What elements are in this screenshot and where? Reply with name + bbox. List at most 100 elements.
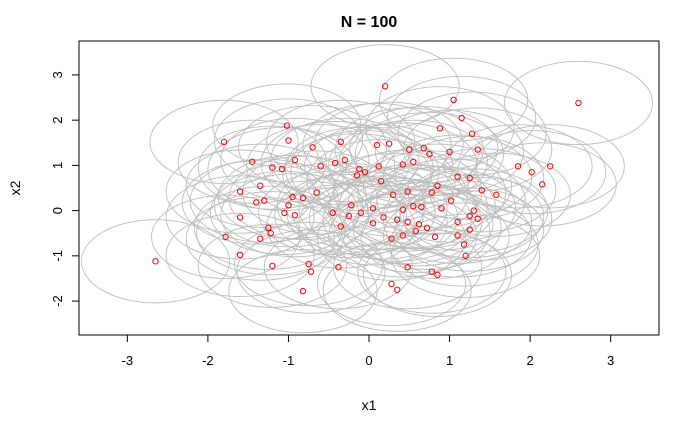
data-point (375, 163, 382, 170)
data-point (454, 173, 461, 180)
data-point (410, 202, 417, 210)
neighborhood-circle (316, 241, 467, 326)
data-point (460, 241, 468, 248)
neighborhood-circle (333, 225, 483, 310)
neighborhood-circle (165, 212, 315, 298)
neighborhood-circle (334, 107, 484, 192)
neighborhood-circle (362, 143, 513, 228)
neighborhood-circle (357, 229, 507, 314)
data-point (575, 99, 582, 107)
neighborhood-circle (290, 130, 440, 215)
neighborhood-circle (344, 182, 494, 267)
neighborhood-circle (258, 170, 408, 255)
data-point (447, 197, 455, 204)
neighborhood-circle (193, 185, 343, 270)
data-point (412, 227, 419, 235)
data-point (309, 144, 316, 151)
x-tick-label: 2 (526, 353, 533, 368)
neighborhood-circle (403, 176, 553, 261)
data-point (462, 252, 469, 260)
neighborhood-circle (443, 124, 593, 209)
data-point (474, 146, 481, 153)
x-tick-label: -3 (122, 353, 134, 368)
data-point (299, 287, 307, 295)
neighborhood-circle (341, 188, 491, 274)
data-point (420, 144, 427, 152)
data-point (377, 178, 385, 185)
neighborhood-circle (196, 191, 346, 276)
data-point (470, 207, 477, 214)
x-axis-label: x1 (362, 397, 377, 413)
neighborhood-circle (391, 213, 541, 298)
data-point (248, 158, 256, 165)
y-tick-label: 2 (50, 117, 65, 124)
neighborhood-circle (383, 193, 533, 278)
data-point (404, 188, 411, 195)
circles-layer (80, 44, 654, 334)
x-tick-label: -2 (202, 353, 214, 368)
data-point (337, 223, 345, 230)
data-point (514, 163, 522, 170)
x-tick-label: 3 (607, 353, 614, 368)
neighborhood-circle (333, 179, 483, 264)
data-point (345, 212, 353, 220)
neighborhood-circle (360, 194, 510, 279)
data-point (236, 251, 244, 259)
data-point (547, 163, 554, 170)
data-point (454, 218, 461, 226)
data-point (426, 150, 433, 158)
x-tick-label: -1 (283, 353, 295, 368)
data-point (278, 165, 286, 173)
data-point (399, 232, 407, 239)
data-point (454, 232, 461, 239)
neighborhood-circle (328, 193, 478, 278)
data-point (373, 141, 381, 149)
data-point (257, 182, 264, 189)
data-point (423, 224, 431, 232)
data-point (291, 156, 299, 164)
data-point (220, 138, 228, 146)
chart-title: N = 100 (341, 14, 398, 31)
data-point (269, 164, 276, 171)
data-point (415, 220, 423, 228)
data-point (493, 191, 500, 198)
data-point (353, 172, 361, 179)
neighborhood-circle (475, 124, 625, 209)
data-point (283, 122, 291, 129)
data-point (450, 96, 457, 104)
neighborhood-circle (149, 99, 299, 184)
y-tick-label: 0 (50, 207, 65, 214)
data-point (466, 174, 473, 182)
data-point (369, 205, 377, 212)
y-axis: -2 -1 0 1 2 3 (50, 71, 80, 307)
data-point (329, 209, 336, 217)
neighborhood-circle (189, 158, 339, 243)
data-point (356, 165, 363, 173)
data-point (428, 189, 436, 196)
neighborhood-circle (220, 173, 370, 258)
data-point (222, 233, 229, 241)
data-point (406, 146, 413, 153)
data-point (307, 268, 315, 275)
data-point (389, 191, 397, 198)
data-point (285, 201, 292, 209)
neighborhood-circle (322, 247, 472, 332)
data-point (267, 230, 274, 237)
data-point (337, 138, 345, 146)
y-tick-label: -2 (50, 295, 65, 307)
data-point (466, 212, 473, 220)
data-point (369, 220, 377, 227)
data-point (393, 286, 401, 293)
y-tick-label: -1 (50, 250, 65, 262)
neighborhood-circle (366, 166, 517, 251)
x-tick-label: 1 (446, 353, 453, 368)
data-point (538, 181, 546, 188)
data-point (410, 158, 417, 165)
data-point (478, 187, 485, 194)
data-point (317, 163, 324, 170)
data-point (385, 140, 393, 147)
data-point (458, 114, 465, 122)
data-point (269, 262, 276, 269)
data-point (474, 215, 481, 222)
